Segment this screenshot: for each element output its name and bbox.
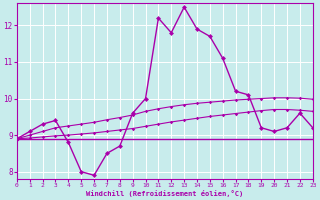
X-axis label: Windchill (Refroidissement éolien,°C): Windchill (Refroidissement éolien,°C) xyxy=(86,190,244,197)
